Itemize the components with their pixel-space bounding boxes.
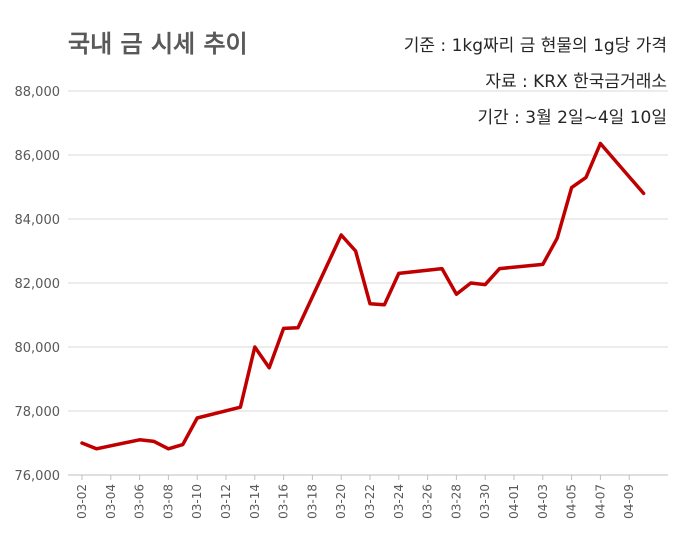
x-tick-label: 03-02 xyxy=(75,484,89,519)
x-tick-label: 03-28 xyxy=(449,484,463,519)
chart-note-source: 자료 : KRX 한국금거래소 xyxy=(485,72,667,92)
x-tick-label: 03-06 xyxy=(133,484,147,519)
x-tick-label: 03-04 xyxy=(104,484,118,519)
x-tick-label: 04-09 xyxy=(622,484,636,519)
x-tick-label: 03-26 xyxy=(421,484,435,519)
y-tick-label: 80,000 xyxy=(15,341,61,356)
chart-title: 국내 금 시세 추이 xyxy=(68,30,248,58)
x-tick-label: 03-22 xyxy=(363,484,377,519)
x-tick-label: 03-30 xyxy=(478,484,492,519)
x-tick-label: 04-05 xyxy=(565,484,579,519)
y-tick-label: 86,000 xyxy=(15,149,61,164)
y-tick-label: 76,000 xyxy=(15,469,61,484)
x-axis-tick-marks xyxy=(81,475,630,480)
series-line-gold-price xyxy=(80,141,646,451)
x-tick-label: 04-03 xyxy=(536,484,550,519)
x-tick-label: 03-18 xyxy=(305,484,319,519)
x-axis-tick-labels: 03-02 03-04 03-06 03-08 03-10 03-12 03-14 03-16… xyxy=(75,484,636,519)
y-tick-label: 84,000 xyxy=(15,213,61,228)
chart-note-period: 기간 : 3월 2일~4일 10일 xyxy=(477,108,667,128)
x-tick-label: 03-14 xyxy=(248,484,262,519)
x-tick-label: 03-10 xyxy=(190,484,204,519)
x-tick-label: 03-12 xyxy=(219,484,233,519)
gridlines xyxy=(68,90,668,412)
x-tick-label: 03-16 xyxy=(277,484,291,519)
x-tick-label: 04-01 xyxy=(507,484,521,519)
y-tick-label: 78,000 xyxy=(15,405,61,420)
y-tick-label: 88,000 xyxy=(15,85,61,100)
y-tick-label: 82,000 xyxy=(15,277,61,292)
x-tick-label: 04-07 xyxy=(593,484,607,519)
x-tick-label: 03-08 xyxy=(161,484,175,519)
chart-note-basis: 기준 : 1kg짜리 금 현물의 1g당 가격 xyxy=(404,36,667,56)
y-axis-tick-labels: 76,000 78,000 80,000 82,000 84,000 86,000 88,0… xyxy=(15,85,61,484)
x-tick-label: 03-24 xyxy=(392,484,406,519)
x-tick-label: 03-20 xyxy=(334,484,348,519)
